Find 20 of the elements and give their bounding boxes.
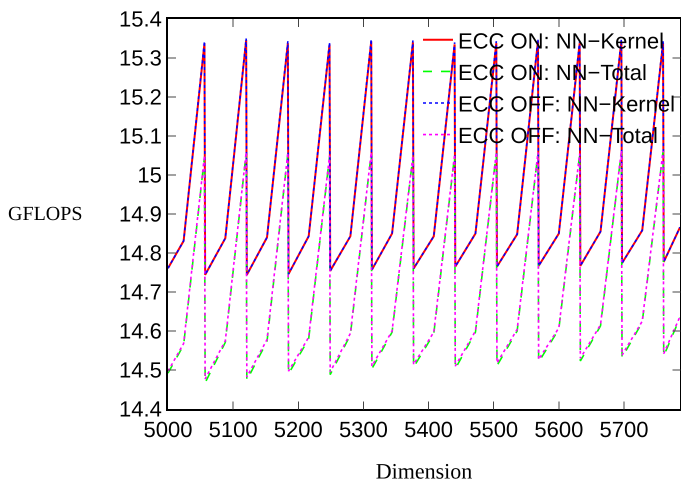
y-tick-label: 14.9 [119,202,162,227]
y-tick-label: 14.6 [119,318,162,344]
x-tick-label: 5100 [208,417,258,442]
x-tick-label: 5500 [469,417,518,442]
x-axis-title: Dimension [376,458,472,484]
y-tick-label: 15.4 [119,6,162,32]
y-axis-title: GFLOPS [8,203,82,225]
x-tick-label: 5200 [274,417,323,442]
x-tick-label: 5300 [338,417,388,442]
y-tick-label: 15.1 [119,124,162,149]
x-tick-label: 5400 [404,417,454,442]
x-tick-label: 5700 [600,417,648,442]
y-tick-label: 14.7 [119,280,162,305]
y-tick-label: 15.3 [119,46,162,71]
y-tick-label: 14.5 [119,358,162,383]
y-tick-label: 14.8 [119,240,162,266]
y-tick-label: 15.2 [119,84,162,110]
y-tick-label: 15 [137,162,162,188]
x-tick-label: 5600 [534,417,584,442]
legend-label: ECC ON: NN−Kernel [458,28,664,54]
